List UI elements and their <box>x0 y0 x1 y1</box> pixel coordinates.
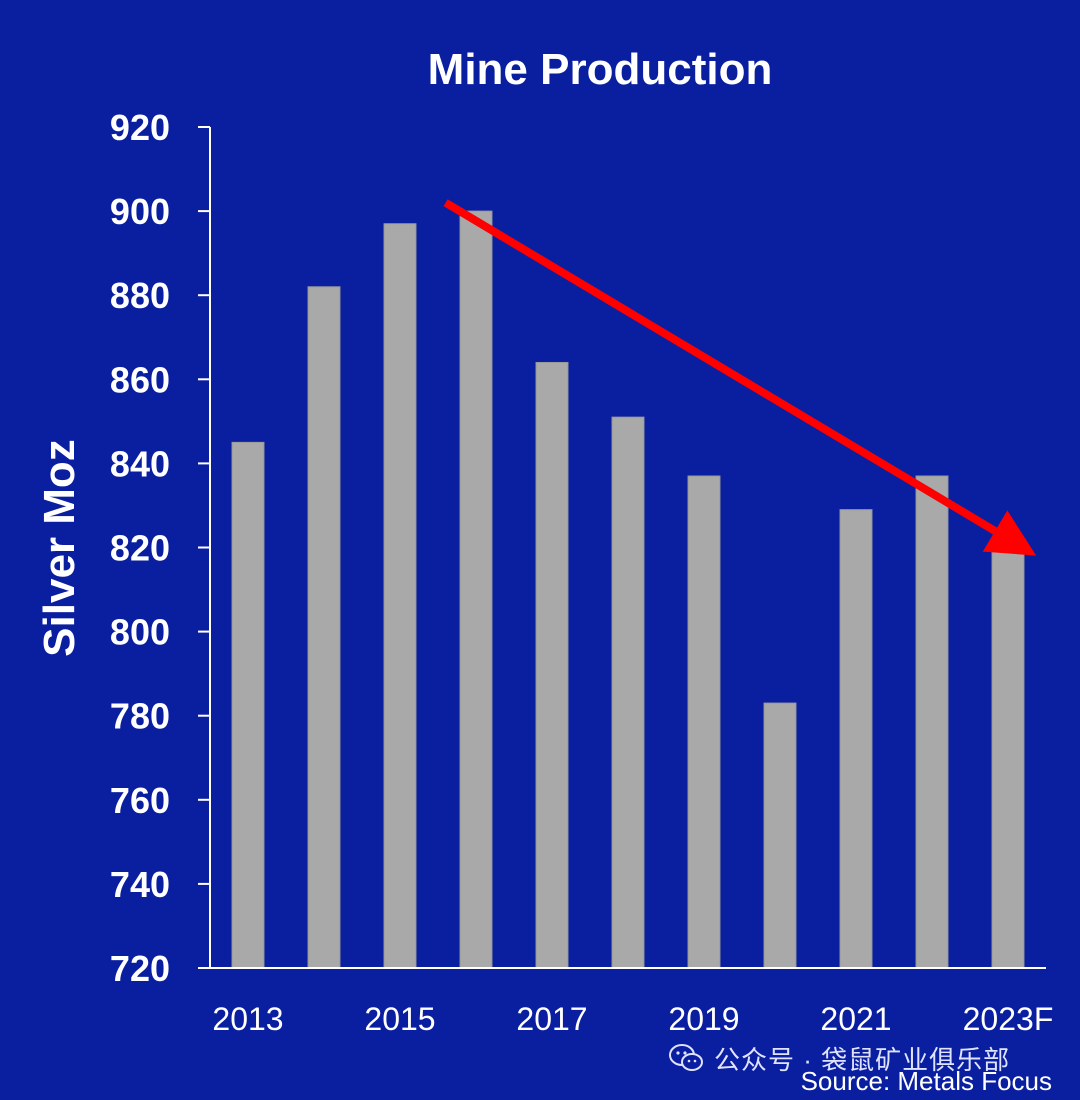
bar-2016 <box>459 210 493 969</box>
source-note: Source: Metals Focus <box>800 1066 1052 1096</box>
bar-2013 <box>231 441 265 969</box>
y-tick-label: 920 <box>110 107 170 148</box>
bar-2019 <box>687 475 721 969</box>
bar-2018 <box>611 416 645 969</box>
y-tick-label: 740 <box>110 864 170 905</box>
y-tick-label: 860 <box>110 359 170 400</box>
x-axis: 2013 2015 2017 2019 2021 2023F <box>210 967 1054 1037</box>
trend-arrow <box>443 199 1037 556</box>
bar-2015 <box>383 223 417 969</box>
y-tick-label: 800 <box>110 612 170 653</box>
x-tick-label: 2015 <box>364 1001 435 1037</box>
y-tick-label: 720 <box>110 948 170 989</box>
x-tick-label: 2021 <box>820 1001 891 1037</box>
y-tick-label: 840 <box>110 443 170 484</box>
watermark: 公众号 · 袋鼠矿业俱乐部 <box>668 1040 1010 1076</box>
annotations <box>443 199 1037 556</box>
chart-title: Mine Production <box>428 45 773 94</box>
bars <box>231 210 1025 969</box>
y-tick-label: 780 <box>110 696 170 737</box>
bar-2022 <box>915 475 949 969</box>
y-tick-label: 820 <box>110 528 170 569</box>
bar-2021 <box>839 509 873 969</box>
y-tick-label: 760 <box>110 780 170 821</box>
bar-2014 <box>307 286 341 969</box>
watermark-text: 公众号 · 袋鼠矿业俱乐部 <box>714 1044 1011 1075</box>
bar-2023F <box>991 547 1025 969</box>
y-axis: 720 740 760 780 800 820 840 860 880 900 920 <box>110 107 211 989</box>
x-tick-label: 2023F <box>963 1001 1054 1037</box>
x-tick-label: 2017 <box>516 1001 587 1037</box>
y-axis-label: Silver Moz <box>35 439 84 657</box>
x-tick-label: 2013 <box>212 1001 283 1037</box>
y-tick-label: 880 <box>110 275 170 316</box>
x-tick-label: 2019 <box>668 1001 739 1037</box>
wechat-icon <box>669 1044 703 1071</box>
bar-2017 <box>535 361 569 969</box>
bar-2020 <box>763 702 797 969</box>
y-tick-label: 900 <box>110 191 170 232</box>
